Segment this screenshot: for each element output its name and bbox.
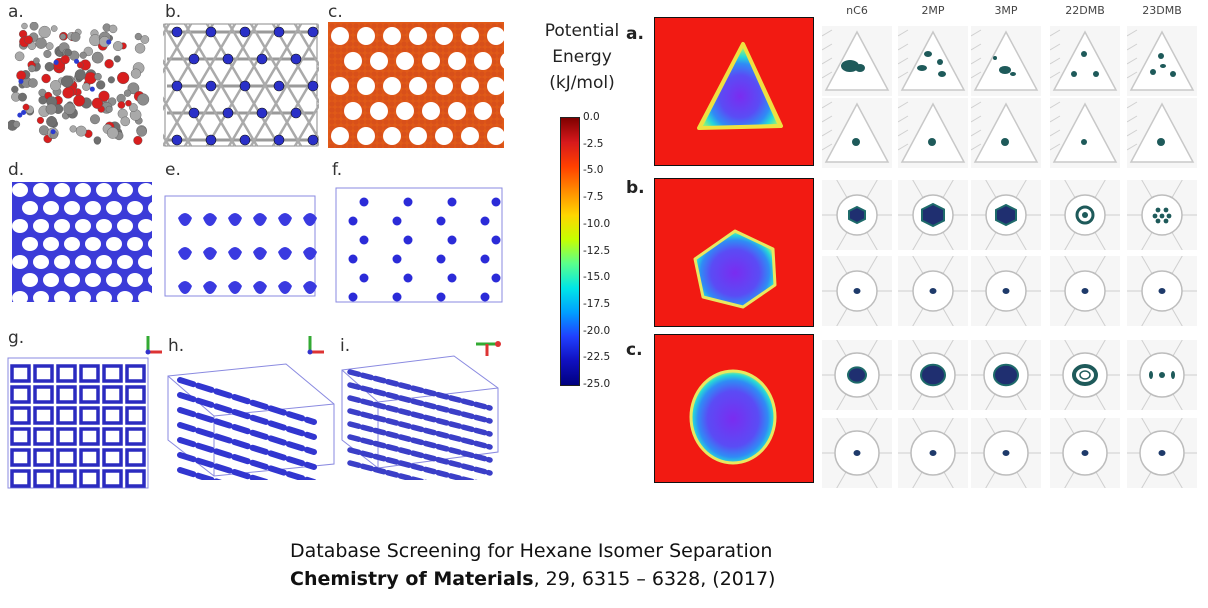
isomer-column-header: 22DMB xyxy=(1065,4,1105,17)
density-cell xyxy=(1050,256,1120,326)
structure-panel-c xyxy=(328,22,504,148)
density-cell xyxy=(898,98,968,168)
density-cell xyxy=(822,256,892,326)
density-cell xyxy=(1127,418,1197,488)
panel-label-e: e. xyxy=(165,160,181,180)
energy-map-b xyxy=(654,178,814,327)
panel-label-c: c. xyxy=(328,2,343,22)
density-cell xyxy=(822,98,892,168)
row-label-c: c. xyxy=(626,340,643,360)
structure-panel-i xyxy=(341,355,499,480)
structure-panel-f xyxy=(335,187,503,303)
density-cell xyxy=(1050,180,1120,250)
density-cell xyxy=(1127,340,1197,410)
colorbar-title-line: (kJ/mol) xyxy=(549,73,615,93)
colorbar-tick-label: -2.5 xyxy=(583,137,604,150)
structure-panel-g xyxy=(7,357,149,489)
density-cell xyxy=(898,418,968,488)
colorbar-tick-label: -25.0 xyxy=(583,378,611,390)
row-label-a: a. xyxy=(626,24,644,44)
colorbar-title: Potential Energy (kJ/mol) xyxy=(528,18,636,96)
density-cell xyxy=(1127,180,1197,250)
panel-label-g: g. xyxy=(8,328,25,348)
structure-panel-e xyxy=(164,195,317,297)
colorbar-tick-label: -5.0 xyxy=(583,164,604,177)
density-cell xyxy=(971,256,1041,326)
density-cell xyxy=(1050,26,1120,96)
structure-panel-b xyxy=(163,23,319,147)
density-cell xyxy=(1050,98,1120,168)
panel-label-h: h. xyxy=(168,336,185,356)
panel-label-b: b. xyxy=(165,2,182,22)
density-cell xyxy=(1127,256,1197,326)
density-cell xyxy=(822,418,892,488)
density-cell xyxy=(822,340,892,410)
energy-map-a xyxy=(654,17,814,166)
density-cell xyxy=(898,340,968,410)
colorbar-tick-label: -22.5 xyxy=(583,351,611,364)
density-cell xyxy=(898,180,968,250)
density-cell xyxy=(898,26,968,96)
isomer-column-header: 23DMB xyxy=(1142,4,1182,17)
colorbar-tick-label: -10.0 xyxy=(583,217,611,230)
density-cell xyxy=(971,180,1041,250)
row-label-b: b. xyxy=(626,178,645,198)
structure-panel-h xyxy=(167,363,335,480)
density-cell xyxy=(971,340,1041,410)
caption-citation: Chemistry of Materials, 29, 6315 – 6328,… xyxy=(290,568,930,590)
density-cell xyxy=(822,180,892,250)
citation-details: , 29, 6315 – 6328, (2017) xyxy=(533,568,776,590)
density-cell xyxy=(971,418,1041,488)
isomer-column-header: nC6 xyxy=(846,4,868,17)
colorbar-tick-label: -12.5 xyxy=(583,244,611,257)
panel-label-a: a. xyxy=(8,2,24,22)
panel-label-f: f. xyxy=(332,160,343,180)
density-cell xyxy=(1127,26,1197,96)
colorbar-tick-label: 0.0 xyxy=(583,111,600,123)
isomer-column-header: 2MP xyxy=(921,4,945,17)
structure-panel-d xyxy=(12,182,152,302)
density-cell xyxy=(1127,98,1197,168)
panel-label-d: d. xyxy=(8,160,25,180)
journal-name: Chemistry of Materials xyxy=(290,568,534,590)
energy-map-c xyxy=(654,334,814,483)
density-cell xyxy=(971,98,1041,168)
colorbar-tick-label: -7.5 xyxy=(583,191,604,204)
axis-triad-icon xyxy=(476,341,501,356)
colorbar-tick-label: -15.0 xyxy=(583,271,611,284)
colorbar-tick-label: -20.0 xyxy=(583,324,611,337)
density-cell xyxy=(898,256,968,326)
colorbar-title-line: Potential xyxy=(544,21,620,41)
axis-triad-icon xyxy=(145,336,162,355)
colorbar-gradient xyxy=(560,117,580,386)
axis-triad-icon xyxy=(307,336,324,355)
caption-title: Database Screening for Hexane Isomer Sep… xyxy=(290,540,773,562)
density-cell xyxy=(1050,418,1120,488)
structure-panel-a xyxy=(8,22,150,148)
density-cell xyxy=(822,26,892,96)
colorbar-title-line: Energy xyxy=(552,47,612,67)
colorbar-tick-label: -17.5 xyxy=(583,297,611,310)
density-cell xyxy=(1050,340,1120,410)
panel-label-i: i. xyxy=(340,336,351,356)
isomer-column-header: 3MP xyxy=(994,4,1018,17)
density-cell xyxy=(971,26,1041,96)
